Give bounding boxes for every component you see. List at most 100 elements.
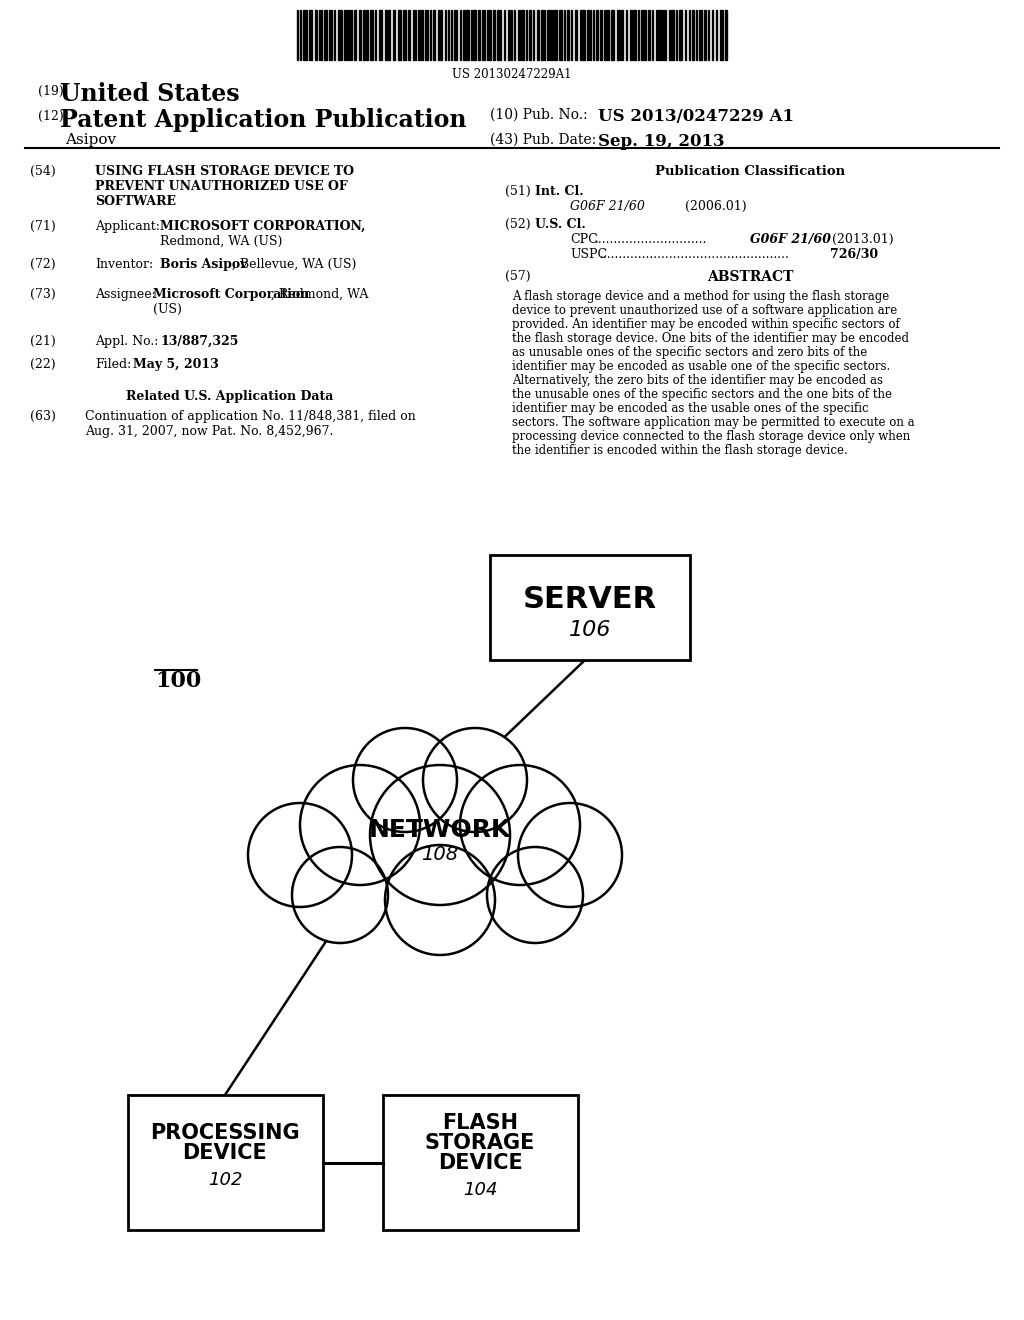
- Circle shape: [248, 803, 352, 907]
- Text: 100: 100: [155, 671, 202, 692]
- Bar: [541, 11, 543, 59]
- Circle shape: [292, 847, 388, 942]
- Text: US 20130247229A1: US 20130247229A1: [453, 69, 571, 81]
- Text: (21): (21): [30, 335, 55, 348]
- Text: (73): (73): [30, 288, 55, 301]
- Text: (12): (12): [38, 110, 63, 123]
- Text: the unusable ones of the specific sectors and the one bits of the: the unusable ones of the specific sector…: [512, 388, 892, 401]
- Text: Related U.S. Application Data: Related U.S. Application Data: [126, 389, 334, 403]
- Bar: [338, 11, 340, 59]
- Bar: [575, 11, 577, 59]
- Text: Publication Classification: Publication Classification: [655, 165, 845, 178]
- Bar: [537, 11, 539, 59]
- Text: United States: United States: [60, 82, 240, 106]
- Text: Boris Asipov: Boris Asipov: [160, 257, 248, 271]
- Bar: [633, 11, 636, 59]
- Text: U.S. Cl.: U.S. Cl.: [535, 218, 586, 231]
- Text: 102: 102: [208, 1171, 243, 1189]
- Text: (54): (54): [30, 165, 55, 178]
- Bar: [611, 11, 614, 59]
- Text: G06F 21/60: G06F 21/60: [570, 201, 645, 213]
- Bar: [128, 1096, 323, 1230]
- Text: PREVENT UNAUTHORIZED USE OF: PREVENT UNAUTHORIZED USE OF: [95, 180, 348, 193]
- Text: NETWORK: NETWORK: [369, 818, 511, 842]
- Bar: [490, 554, 690, 660]
- Circle shape: [385, 845, 495, 954]
- Polygon shape: [300, 770, 580, 925]
- Text: May 5, 2013: May 5, 2013: [133, 358, 219, 371]
- Bar: [379, 11, 382, 59]
- Text: 108: 108: [422, 846, 459, 865]
- Bar: [354, 11, 356, 59]
- Bar: [567, 11, 569, 59]
- Text: (10) Pub. No.:: (10) Pub. No.:: [490, 108, 588, 121]
- Text: Alternatively, the zero bits of the identifier may be encoded as: Alternatively, the zero bits of the iden…: [512, 374, 883, 387]
- Bar: [549, 11, 551, 59]
- Text: identifier may be encoded as the usable ones of the specific: identifier may be encoded as the usable …: [512, 403, 868, 414]
- Circle shape: [370, 766, 510, 906]
- Text: (19): (19): [38, 84, 63, 98]
- Circle shape: [460, 766, 580, 884]
- Text: (57): (57): [505, 271, 530, 282]
- Text: provided. An identifier may be encoded within specific sectors of: provided. An identifier may be encoded w…: [512, 318, 900, 331]
- Text: (71): (71): [30, 220, 55, 234]
- Text: US 2013/0247229 A1: US 2013/0247229 A1: [598, 108, 794, 125]
- Bar: [433, 11, 435, 59]
- Circle shape: [353, 729, 457, 832]
- Bar: [587, 11, 589, 59]
- Text: , Bellevue, WA (US): , Bellevue, WA (US): [232, 257, 356, 271]
- Bar: [671, 11, 674, 59]
- Text: (63): (63): [30, 411, 56, 422]
- Text: CPC: CPC: [570, 234, 598, 246]
- Bar: [393, 11, 395, 59]
- Bar: [489, 11, 490, 59]
- Bar: [621, 11, 623, 59]
- Bar: [518, 11, 520, 59]
- Text: Int. Cl.: Int. Cl.: [535, 185, 584, 198]
- Bar: [454, 11, 457, 59]
- Bar: [370, 11, 373, 59]
- Text: identifier may be encoded as usable one of the specific sectors.: identifier may be encoded as usable one …: [512, 360, 890, 374]
- Bar: [438, 11, 440, 59]
- Text: (43) Pub. Date:: (43) Pub. Date:: [490, 133, 596, 147]
- Text: .................................................: ........................................…: [600, 248, 790, 261]
- Text: MICROSOFT CORPORATION,: MICROSOFT CORPORATION,: [160, 220, 366, 234]
- Text: (51): (51): [505, 185, 530, 198]
- Bar: [617, 11, 620, 59]
- Text: A flash storage device and a method for using the flash storage: A flash storage device and a method for …: [512, 290, 889, 304]
- Bar: [388, 11, 390, 59]
- Text: Patent Application Publication: Patent Application Publication: [60, 108, 467, 132]
- Text: Filed:: Filed:: [95, 358, 131, 371]
- Bar: [641, 11, 644, 59]
- Bar: [473, 11, 476, 59]
- Bar: [403, 11, 406, 59]
- Bar: [366, 11, 368, 59]
- Text: the flash storage device. One bits of the identifier may be encoded: the flash storage device. One bits of th…: [512, 333, 909, 345]
- Bar: [383, 1096, 578, 1230]
- Bar: [425, 11, 428, 59]
- Text: Microsoft Corporation: Microsoft Corporation: [153, 288, 309, 301]
- Text: USPC: USPC: [570, 248, 607, 261]
- Text: USING FLASH STORAGE DEVICE TO: USING FLASH STORAGE DEVICE TO: [95, 165, 354, 178]
- Text: Aug. 31, 2007, now Pat. No. 8,452,967.: Aug. 31, 2007, now Pat. No. 8,452,967.: [85, 425, 334, 438]
- Bar: [324, 11, 327, 59]
- Bar: [582, 11, 585, 59]
- Text: Inventor:: Inventor:: [95, 257, 154, 271]
- Text: DEVICE: DEVICE: [437, 1152, 522, 1173]
- Text: processing device connected to the flash storage device only when: processing device connected to the flash…: [512, 430, 910, 444]
- Text: 13/887,325: 13/887,325: [160, 335, 239, 348]
- Bar: [398, 11, 401, 59]
- Bar: [463, 11, 465, 59]
- Text: as unusable ones of the specific sectors and zero bits of the: as unusable ones of the specific sectors…: [512, 346, 867, 359]
- Text: , Redmond, WA: , Redmond, WA: [271, 288, 369, 301]
- Text: .............................: .............................: [595, 234, 708, 246]
- Text: Redmond, WA (US): Redmond, WA (US): [160, 235, 283, 248]
- Bar: [344, 11, 346, 59]
- Bar: [720, 11, 723, 59]
- Text: Continuation of application No. 11/848,381, filed on: Continuation of application No. 11/848,3…: [85, 411, 416, 422]
- Text: (22): (22): [30, 358, 55, 371]
- Bar: [309, 11, 312, 59]
- Bar: [493, 11, 495, 59]
- Text: device to prevent unauthorized use of a software application are: device to prevent unauthorized use of a …: [512, 304, 897, 317]
- Bar: [725, 11, 727, 59]
